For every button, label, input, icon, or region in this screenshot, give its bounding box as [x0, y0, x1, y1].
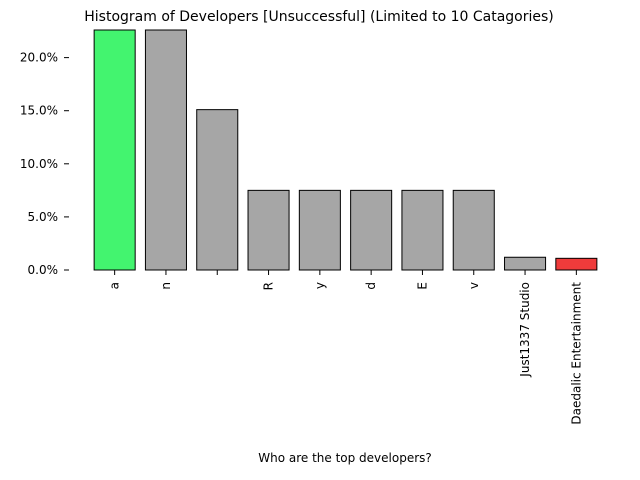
y-tick-label: 20.0% — [20, 51, 58, 65]
y-axis: 0.0% 5.0% 10.0% 15.0% 20.0% — [20, 51, 69, 277]
bar — [144, 29, 187, 271]
y-tick-label: 0.0% — [28, 263, 59, 277]
x-tick-label: y — [313, 282, 327, 289]
x-tick-label: E — [415, 282, 429, 290]
bar — [555, 257, 598, 271]
chart-title: Histogram of Developers [Unsuccessful] (… — [84, 9, 554, 25]
x-tick-label: Daedalic Entertainment — [569, 282, 583, 425]
x-tick-label: Just1337 Studio — [518, 282, 532, 378]
x-tick-label: d — [364, 282, 378, 290]
y-tick-label: 5.0% — [28, 210, 59, 224]
bar — [452, 189, 495, 271]
x-axis-label: Who are the top developers? — [258, 451, 432, 465]
bar — [247, 189, 290, 271]
x-tick-label: v — [467, 282, 481, 289]
bar — [350, 189, 393, 271]
bar — [401, 189, 444, 271]
x-tick-label: R — [262, 282, 276, 290]
bars — [93, 29, 598, 271]
y-tick-label: 15.0% — [20, 104, 58, 118]
bar — [93, 29, 136, 271]
x-tick-label: a — [108, 282, 122, 289]
bar — [504, 256, 547, 271]
bar — [298, 189, 341, 271]
bar — [196, 109, 239, 271]
x-tick-label: n — [159, 282, 173, 290]
y-tick-label: 10.0% — [20, 157, 58, 171]
